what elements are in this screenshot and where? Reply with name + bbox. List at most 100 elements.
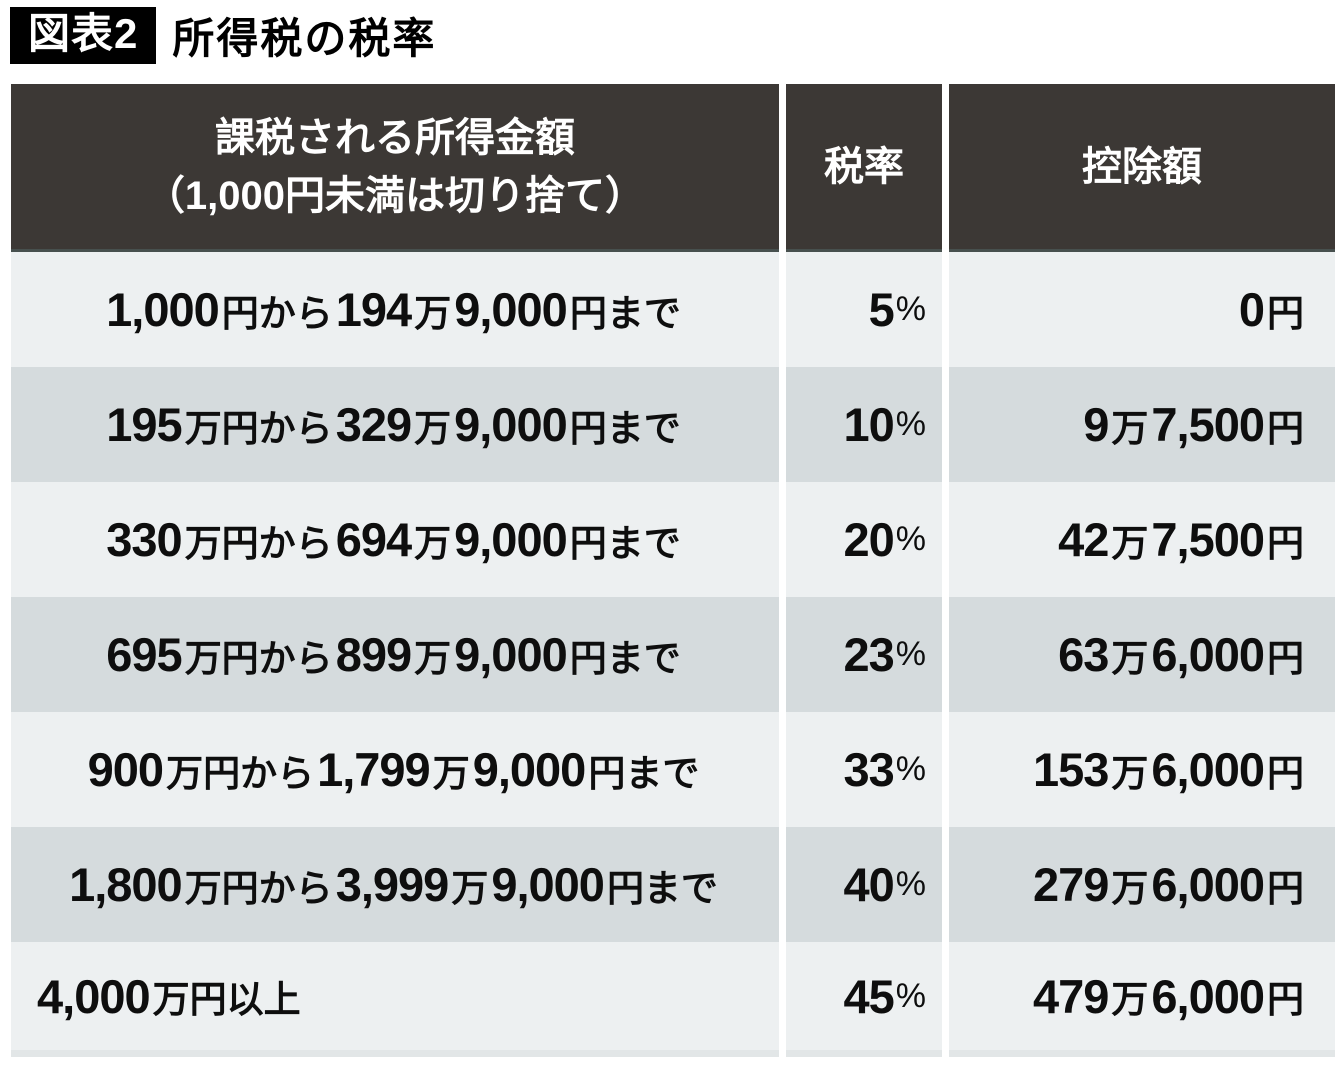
column-header-income: 課税される所得金額 （1,000円未満は切り捨て） (11, 84, 779, 252)
number-text: 900 (87, 743, 164, 796)
unit-text: 万 (451, 867, 489, 909)
number-text: 10 (843, 398, 894, 451)
unit-text: 万 (1111, 867, 1149, 909)
number-text: 9 (1083, 398, 1109, 451)
figure-badge: 図表2 (10, 7, 157, 64)
table-header-row: 課税される所得金額 （1,000円未満は切り捨て） 税率 控除額 (11, 84, 1335, 252)
number-text: 1,000 (106, 283, 220, 336)
number-text: 20 (843, 513, 894, 566)
number-text: 45 (843, 969, 894, 1023)
number-text: 33 (843, 743, 894, 796)
unit-text: 円まで (569, 522, 681, 564)
unit-text: 万 (414, 522, 452, 564)
unit-text: 万 (1111, 522, 1149, 564)
deduction-amount-cell: 63 万 6,000 円 (949, 597, 1335, 712)
table-row: 695 万円から 899 万 9,000 円まで 23% 63 万 6,000 円 (11, 597, 1335, 712)
unit-text: 万 (1111, 637, 1149, 679)
tax-rate-cell: 20% (786, 482, 942, 597)
unit-text: 万 (414, 407, 452, 449)
unit-text: 万 (432, 752, 470, 794)
unit-text: 万 (414, 292, 452, 334)
unit-text: 万 (414, 637, 452, 679)
number-text: 42 (1058, 513, 1109, 566)
number-text: 63 (1058, 628, 1109, 681)
percent-sign: % (895, 520, 926, 558)
income-tax-rate-table: 課税される所得金額 （1,000円未満は切り捨て） 税率 控除額 1,000 円か… (11, 84, 1335, 1057)
unit-text: 万円以上 (152, 979, 301, 1020)
percent-sign: % (895, 976, 926, 1015)
number-text: 9,000 (454, 513, 568, 566)
deduction-amount-cell: 479 万 6,000 円 (949, 942, 1335, 1057)
income-range-cell: 1,000 円から 194 万 9,000 円まで (11, 252, 779, 367)
deduction-amount-cell: 153 万 6,000 円 (949, 712, 1335, 827)
tax-rate-cell: 5% (786, 252, 942, 367)
unit-text: 円まで (569, 637, 681, 679)
tax-rate-cell: 45% (786, 942, 942, 1057)
unit-text: 万 (1111, 979, 1149, 1020)
unit-text: 万 (1111, 407, 1149, 449)
column-header-income-line1: 課税される所得金額 (215, 115, 575, 160)
unit-text: 万円から (184, 867, 333, 909)
number-text: 6,000 (1151, 743, 1265, 796)
table-body: 1,000 円から 194 万 9,000 円まで 5% 0 円 195 万円から 329 万 9,000… (11, 252, 1335, 1057)
number-text: 694 (335, 513, 412, 566)
column-header-rate: 税率 (786, 84, 942, 252)
table-row: 1,000 円から 194 万 9,000 円まで 5% 0 円 (11, 252, 1335, 367)
unit-text: 円 (1267, 407, 1304, 449)
unit-text: 万円から (184, 522, 333, 564)
number-text: 153 (1032, 743, 1109, 796)
tax-rate-cell: 33% (786, 712, 942, 827)
income-range-cell: 4,000 万円以上 (11, 942, 779, 1057)
tax-rate-cell: 23% (786, 597, 942, 712)
percent-sign: % (895, 750, 926, 788)
unit-text: 円から (221, 292, 333, 334)
number-text: 9,000 (472, 743, 587, 796)
number-text: 5 (868, 283, 895, 336)
number-text: 195 (106, 398, 182, 451)
number-text: 23 (843, 628, 894, 681)
unit-text: 円 (1267, 637, 1304, 679)
number-text: 1,799 (317, 743, 431, 796)
unit-text: 円 (1267, 752, 1304, 794)
unit-text: 円まで (569, 292, 681, 334)
tax-rate-cell: 10% (786, 367, 942, 482)
number-text: 329 (335, 398, 412, 451)
number-text: 9,000 (454, 628, 568, 681)
unit-text: 円まで (569, 407, 681, 449)
number-text: 3,999 (335, 858, 450, 911)
column-header-deduction: 控除額 (949, 84, 1335, 252)
number-text: 479 (1032, 969, 1109, 1023)
income-range-cell: 900 万円から 1,799 万 9,000 円まで (11, 712, 779, 827)
table-row: 330 万円から 694 万 9,000 円まで 20% 42 万 7,500 円 (11, 482, 1335, 597)
unit-text: 万 (1111, 752, 1149, 794)
unit-text: 円まで (588, 752, 700, 794)
number-text: 0 (1238, 283, 1265, 336)
deduction-amount-cell: 9 万 7,500 円 (949, 367, 1335, 482)
income-range-cell: 1,800 万円から 3,999 万 9,000 円まで (11, 827, 779, 942)
number-text: 330 (106, 513, 182, 566)
number-text: 6,000 (1151, 628, 1265, 681)
unit-text: 万円から (166, 752, 315, 794)
unit-text: 万円から (184, 407, 333, 449)
percent-sign: % (895, 405, 926, 443)
income-range-cell: 695 万円から 899 万 9,000 円まで (11, 597, 779, 712)
unit-text: 円まで (606, 867, 718, 909)
number-text: 7,500 (1151, 398, 1265, 451)
unit-text: 万円から (184, 637, 333, 679)
table-row: 900 万円から 1,799 万 9,000 円まで 33% 153 万 6,000 円 (11, 712, 1335, 827)
figure-title-text: 所得税の税率 (172, 15, 437, 62)
deduction-amount-cell: 42 万 7,500 円 (949, 482, 1335, 597)
number-text: 9,000 (454, 283, 568, 336)
number-text: 4,000 (37, 969, 151, 1023)
number-text: 279 (1032, 858, 1109, 911)
percent-sign: % (895, 290, 926, 328)
unit-text: 円 (1267, 292, 1304, 334)
unit-text: 円 (1267, 979, 1304, 1020)
number-text: 7,500 (1151, 513, 1265, 566)
column-header-income-line2: （1,000円未満は切り捨て） (144, 173, 646, 218)
number-text: 9,000 (491, 858, 605, 911)
number-text: 899 (335, 628, 412, 681)
income-range-cell: 195 万円から 329 万 9,000 円まで (11, 367, 779, 482)
table-row: 4,000 万円以上 45% 479 万 6,000 円 (11, 942, 1335, 1057)
